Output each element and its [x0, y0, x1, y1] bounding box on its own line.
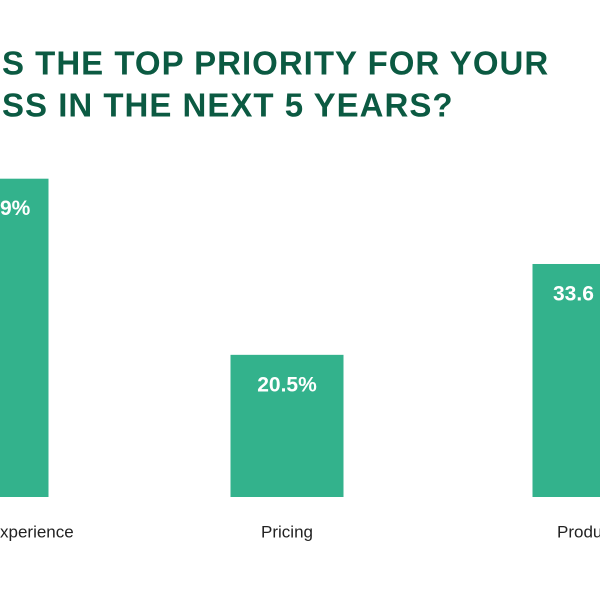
x-tick-label: xperience: [0, 522, 74, 541]
value-label: 9%: [0, 197, 31, 220]
bar: [230, 354, 344, 497]
bar: [0, 178, 49, 497]
value-label: 33.6: [553, 283, 594, 306]
bar: [532, 263, 600, 497]
chart-title: S THE TOP PRIORITY FOR YOUR: [2, 45, 549, 82]
chart-title: SS IN THE NEXT 5 YEARS?: [2, 87, 453, 124]
x-tick-label: Produ: [557, 522, 600, 541]
x-tick-label: Pricing: [261, 522, 313, 541]
value-label: 20.5%: [257, 373, 317, 396]
